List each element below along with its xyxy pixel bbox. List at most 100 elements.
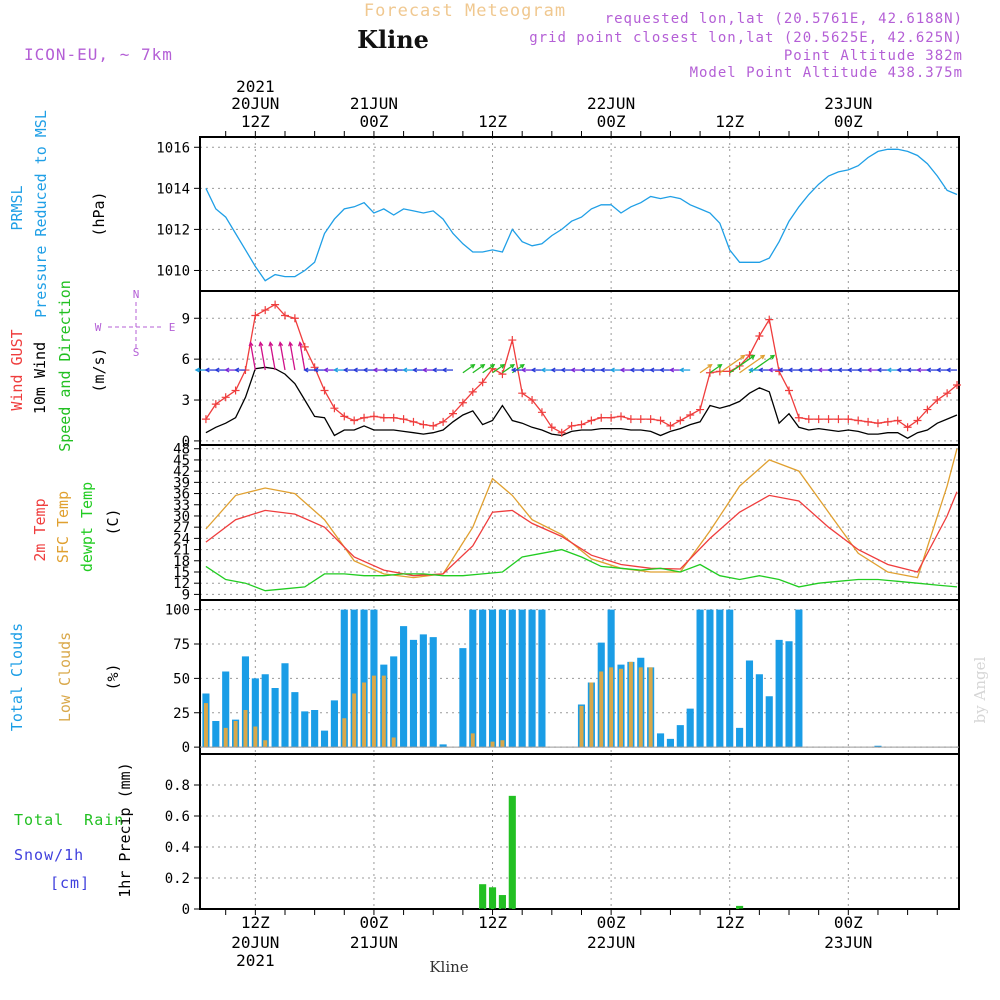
gust-line-marker: [696, 405, 705, 414]
gust-line-marker: [626, 415, 635, 424]
wind-direction-arrowhead: [352, 367, 358, 373]
total-clouds-bar: [736, 727, 744, 748]
wind-direction-arrowhead: [807, 367, 813, 373]
gust-line-marker: [873, 419, 882, 428]
wind-direction-arrowhead: [678, 367, 685, 373]
wind-direction-arrowhead: [649, 367, 655, 373]
y-tick-label: 12: [173, 576, 190, 592]
gust-line-marker: [834, 415, 843, 424]
gust-line-marker: [557, 428, 566, 437]
wind-direction-arrowhead: [411, 367, 418, 373]
y-tick-label: 24: [173, 531, 190, 547]
y-tick-label: 0: [182, 740, 190, 756]
time-label: 00Z: [597, 112, 626, 131]
axes-layer: [194, 131, 960, 915]
wind-direction-arrow: [259, 342, 266, 371]
wind-direction-arrowhead: [827, 367, 833, 373]
gust-line-marker: [320, 386, 329, 395]
gust-line: [205, 303, 958, 434]
wind-direction-arrowhead: [362, 367, 368, 373]
total-clouds-bar: [261, 674, 269, 748]
total-clouds-bar: [528, 609, 536, 748]
low-clouds-bar: [362, 682, 367, 748]
wind-direction-arrowhead: [580, 367, 586, 373]
gust-line-marker: [567, 421, 576, 430]
gust-line-marker: [854, 416, 863, 425]
y-tick-label: 0.8: [165, 778, 190, 794]
gust-line-marker: [399, 415, 408, 424]
total-clouds-bar: [311, 710, 319, 748]
total-clouds-bar: [755, 674, 763, 748]
time-label: 12Z: [715, 112, 744, 131]
requested-coords: requested lon,lat (20.5761E, 42.6188N): [605, 11, 963, 27]
y-tick-label: 0.2: [165, 871, 190, 887]
total-clouds-bar: [716, 609, 724, 748]
gust-line-marker: [755, 331, 764, 340]
wind-direction-arrowhead: [234, 367, 240, 373]
prmsl-label: PRMSL: [8, 185, 26, 230]
gust-line-marker: [547, 423, 556, 432]
gust-line-marker: [429, 421, 438, 430]
gust-line-marker: [814, 415, 823, 424]
y-tick-label: 0.4: [165, 840, 190, 856]
time-label: 23JUN: [824, 933, 872, 952]
gust-line-marker: [369, 412, 378, 421]
gust-line-marker: [804, 415, 813, 424]
total-clouds-bar: [765, 696, 773, 748]
wind-direction-arrowhead: [856, 367, 862, 373]
wind-direction-arrowhead: [767, 367, 773, 373]
compass-s: S: [133, 346, 140, 359]
low-clouds-bar: [342, 718, 347, 748]
footer-location: Kline: [429, 958, 468, 976]
wind-direction-arrowhead: [750, 354, 756, 360]
wind-direction-arrowhead: [392, 367, 398, 373]
wind-direction-arrowhead: [421, 367, 428, 373]
low-clouds-bar: [391, 737, 396, 748]
gust-line-marker: [350, 416, 359, 425]
gust-line-marker: [528, 396, 537, 405]
low-clouds-bar: [233, 721, 238, 748]
meteogram-title: Forecast Meteogram: [364, 1, 566, 21]
gust-line-marker: [211, 400, 220, 409]
gust-line-marker: [953, 381, 962, 390]
low-clouds-label: Low Clouds: [56, 632, 74, 722]
wind-direction-arrowhead: [740, 354, 746, 360]
gust-line-marker: [508, 336, 517, 345]
gust-line-marker: [646, 415, 655, 424]
wind-direction-arrowhead: [288, 341, 294, 347]
time-label: 2021: [236, 77, 275, 96]
gust-line-marker: [913, 416, 922, 425]
low-clouds-bar: [243, 710, 248, 748]
gust-line-marker: [537, 408, 546, 417]
rain-bar: [479, 884, 487, 909]
wind-direction-arrowhead: [757, 367, 764, 373]
wind-direction-arrowhead: [470, 363, 476, 369]
total-clouds-bar: [696, 609, 704, 748]
rain-bar: [498, 895, 506, 909]
wind-direction-arrowhead: [519, 363, 525, 369]
wind-direction-arrowhead: [619, 367, 625, 373]
gust-line-marker: [686, 411, 695, 420]
total-clouds-bar: [508, 609, 516, 748]
gust-line-marker: [943, 389, 952, 398]
gust-line-marker: [607, 413, 616, 422]
time-label: 2021: [236, 951, 275, 970]
total-clouds-bar: [350, 609, 358, 748]
low-clouds-bar: [490, 741, 495, 748]
wind-direction-arrowhead: [797, 367, 803, 373]
wind-direction-arrowhead: [298, 341, 303, 347]
wind-direction-arrowhead: [278, 341, 284, 347]
low-clouds-bar: [500, 740, 505, 748]
total-clouds-bar: [479, 609, 487, 748]
total-clouds-bar: [488, 609, 497, 748]
wind-direction-arrow: [289, 342, 296, 371]
wind-direction-arrowhead: [224, 367, 230, 373]
wind-direction-arrowhead: [599, 367, 605, 373]
total-clouds-bar: [429, 637, 437, 748]
wind-direction-arrowhead: [520, 367, 526, 373]
wind-direction-arrowhead: [896, 367, 902, 373]
wind-direction-arrowhead: [540, 367, 546, 373]
gust-line-marker: [587, 416, 596, 425]
wind-direction-arrowhead: [760, 354, 766, 360]
gust-line-marker: [676, 416, 685, 425]
